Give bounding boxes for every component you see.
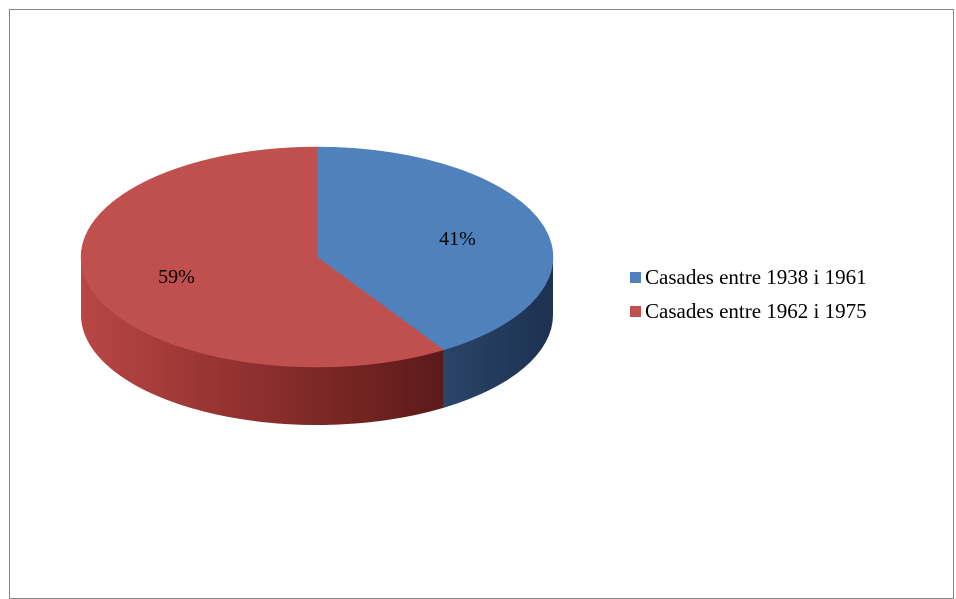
legend-item-1962-1975: Casades entre 1962 i 1975	[630, 297, 867, 325]
legend-label: Casades entre 1962 i 1975	[645, 298, 867, 323]
legend-item-1938-1961: Casades entre 1938 i 1961	[630, 263, 867, 291]
pie-slice-0	[316, 146, 554, 351]
data-label-0: 41%	[439, 228, 476, 250]
pie-slice-1	[80, 146, 445, 368]
pie-chart: 41% 59%	[80, 146, 554, 425]
legend-swatch-blue	[630, 271, 641, 283]
legend-swatch-red	[630, 305, 641, 317]
pie-side-0	[443, 257, 553, 408]
pie-side-1	[81, 257, 444, 425]
data-label-1: 59%	[158, 266, 195, 288]
legend-label: Casades entre 1938 i 1961	[645, 264, 867, 289]
legend: Casades entre 1938 i 1961 Casades entre …	[630, 263, 867, 331]
